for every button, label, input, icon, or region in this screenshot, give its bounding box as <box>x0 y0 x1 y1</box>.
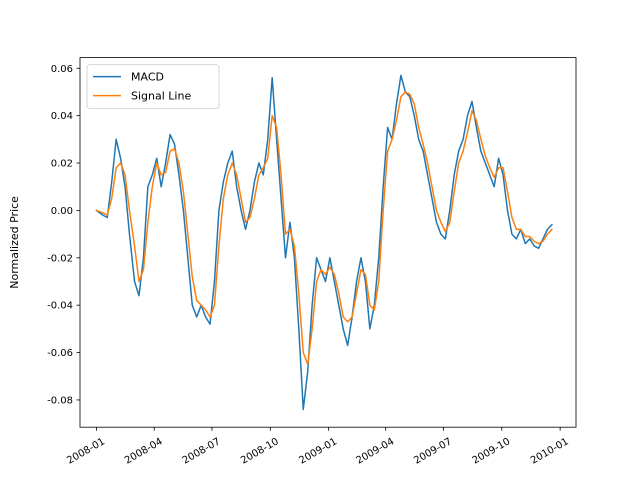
y-tick-label: 0.02 <box>51 159 73 170</box>
y-axis: -0.08 -0.06 -0.04 -0.02 0.00 0.02 0.04 0.06 <box>47 64 80 406</box>
y-tick-label: -0.04 <box>47 301 73 312</box>
y-tick-label: 0.04 <box>51 111 73 122</box>
series-line-signal-line <box>95 91 553 366</box>
legend-label-signal-line: Signal Line <box>131 90 191 103</box>
y-tick-label: -0.08 <box>47 395 73 406</box>
plot-frame <box>79 57 577 428</box>
legend-label-macd: MACD <box>131 71 164 84</box>
y-tick-label: 0.06 <box>51 64 73 75</box>
y-tick-label: -0.06 <box>47 348 73 359</box>
y-axis-label: Normalized Price <box>8 196 21 289</box>
series-line-macd <box>95 74 553 411</box>
legend-box <box>86 64 220 109</box>
y-tick-label: 0.00 <box>51 206 73 217</box>
plot-lines <box>95 74 553 411</box>
y-tick-label: -0.02 <box>47 253 73 264</box>
legend: MACD Signal Line <box>86 64 220 109</box>
